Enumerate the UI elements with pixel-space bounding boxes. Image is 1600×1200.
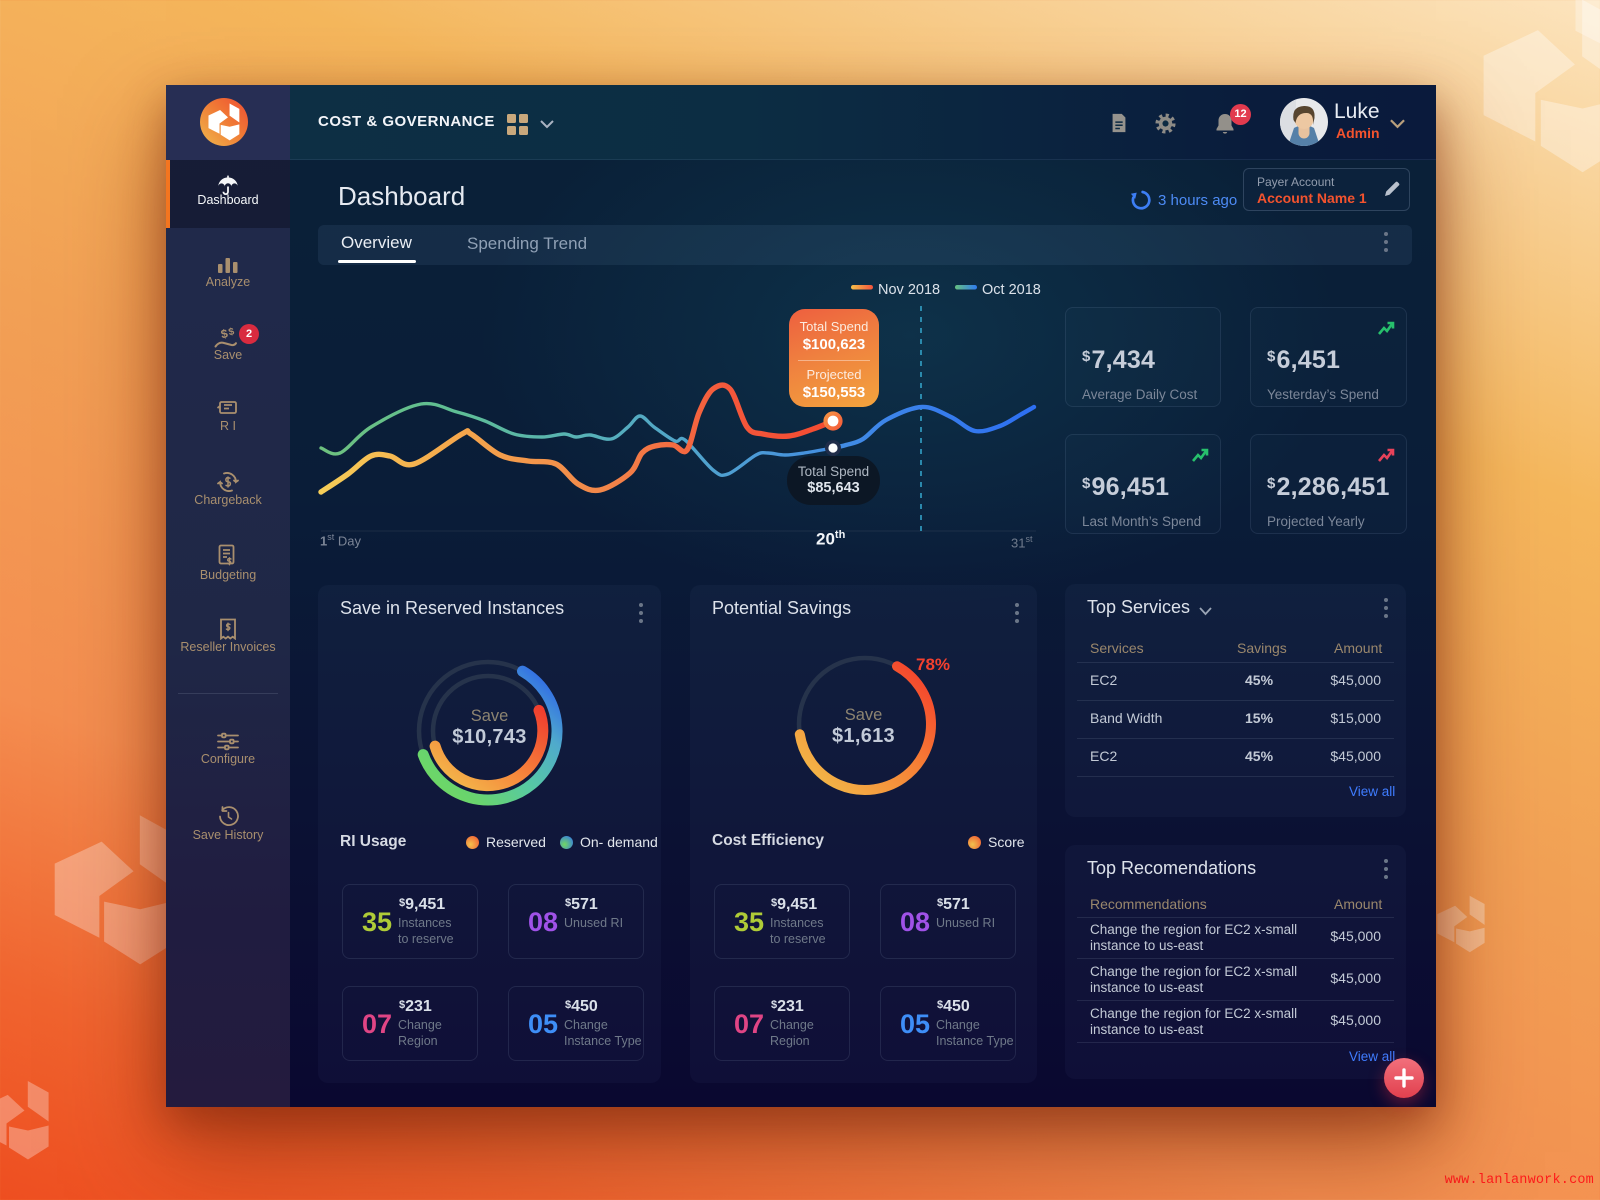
svg-text:$: $ xyxy=(220,326,230,341)
svg-text:$: $ xyxy=(228,326,236,338)
svg-text:Oct 2018: Oct 2018 xyxy=(982,282,1041,298)
svg-text:Nov 2018: Nov 2018 xyxy=(878,282,940,298)
